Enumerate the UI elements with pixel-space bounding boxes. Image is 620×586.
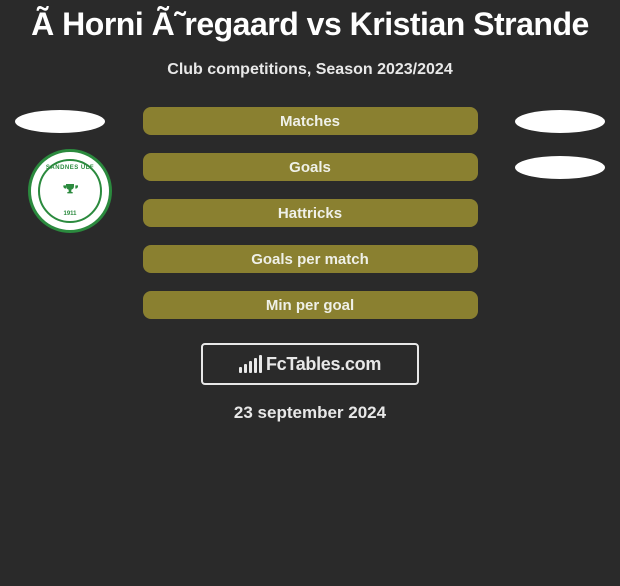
stat-row: Min per goal (10, 291, 610, 319)
subtitle: Club competitions, Season 2023/2024 (10, 61, 610, 79)
right-oval-2 (515, 156, 605, 179)
stat-bar-hattricks: Hattricks (143, 199, 478, 227)
crest-text-bottom: 1911 (63, 211, 76, 217)
page-title: Ã Horni Ã˜regaard vs Kristian Strande (10, 6, 610, 43)
trophy-icon (60, 181, 80, 203)
stats-area: SANDNES ULF 1911 Matches Goals Hattricks… (10, 107, 610, 319)
left-oval-1 (15, 110, 105, 133)
club-crest: SANDNES ULF 1911 (28, 149, 112, 233)
brand-text: FcTables.com (266, 354, 381, 375)
brand-box: FcTables.com (201, 343, 419, 385)
date-line: 23 september 2024 (10, 403, 610, 423)
stat-bar-matches: Matches (143, 107, 478, 135)
stat-bar-goals: Goals (143, 153, 478, 181)
stat-bar-min-per-goal: Min per goal (143, 291, 478, 319)
brand-bars-icon (239, 355, 262, 373)
stat-row: Goals per match (10, 245, 610, 273)
stat-bar-goals-per-match: Goals per match (143, 245, 478, 273)
crest-text-top: SANDNES ULF (46, 165, 94, 171)
right-oval-1 (515, 110, 605, 133)
